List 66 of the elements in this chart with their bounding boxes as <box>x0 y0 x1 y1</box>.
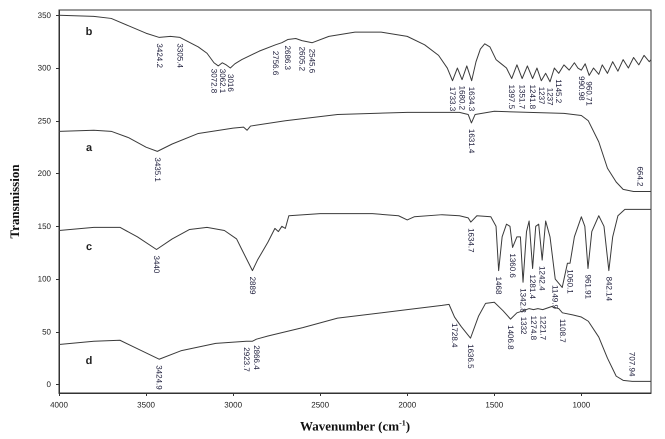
annotation: 2756.6 <box>271 50 280 76</box>
annotation: 1406.8 <box>506 325 516 350</box>
annotation: 1332 <box>519 316 528 336</box>
annotation: 1241.8 <box>528 84 538 110</box>
x-tick-label: 3500 <box>137 400 156 410</box>
y-tick-label: 300 <box>38 64 52 73</box>
annotation: 3062.1 <box>218 68 227 94</box>
annotation: 1274.8 <box>529 316 538 341</box>
annotation: 2889 <box>248 276 257 295</box>
annotation: 1397.5 <box>507 84 516 110</box>
annotation: 1351.7 <box>518 84 527 110</box>
annotation: 2866.4 <box>252 345 261 370</box>
series-label: d <box>86 354 92 367</box>
annotation: 1060.1 <box>566 269 575 294</box>
annotation: 1468 <box>494 276 504 295</box>
y-tick-label: 350 <box>38 10 52 20</box>
y-tick-label: 150 <box>38 222 52 231</box>
annotation: 3072.8 <box>209 68 218 94</box>
annotation: 1108.7 <box>558 318 567 344</box>
y-tick-label: 0 <box>46 380 52 390</box>
annotation: 1281.4 <box>528 274 538 300</box>
annotation: 1145.2 <box>554 79 564 104</box>
annotation: 1634.7 <box>466 228 476 254</box>
annotation: 1237 <box>536 86 546 106</box>
annotation: 1631.4 <box>466 128 476 154</box>
annotation: 1680.2 <box>458 86 467 111</box>
annotation: 2923.7 <box>242 347 251 372</box>
x-tick-label: 3000 <box>224 400 243 410</box>
annotation: 1242.4 <box>538 266 547 292</box>
annotation: 707.94 <box>628 352 637 377</box>
y-tick-label: 200 <box>38 169 52 178</box>
x-tick-label: 2500 <box>311 400 330 410</box>
annotation: 2545.6 <box>308 48 317 74</box>
annotation: 1237 <box>546 88 555 106</box>
series-label: a <box>86 142 93 154</box>
annotation: 960.71 <box>584 81 594 106</box>
annotation: 842.14 <box>604 276 614 302</box>
y-tick-label: 250 <box>38 116 52 126</box>
annotation: 3305.4 <box>175 43 184 68</box>
y-axis-title: Transmission <box>7 164 22 239</box>
annotation: 1360.6 <box>508 253 518 278</box>
y-tick-label: 100 <box>38 274 52 284</box>
annotation: 990.98 <box>576 76 586 102</box>
annotation: 3016 <box>226 74 235 92</box>
annotation: 3440 <box>152 256 162 274</box>
annotation: 3424.9 <box>154 365 164 390</box>
annotation: 1342.8 <box>518 288 528 314</box>
series-label: b <box>86 26 93 38</box>
annotation: 1636.5 <box>466 344 476 370</box>
annotation: 2605.2 <box>297 46 306 72</box>
annotation: 1728.4 <box>450 323 460 348</box>
x-tick-label: 4000 <box>50 400 68 410</box>
annotation: 1149.9 <box>550 285 560 310</box>
x-tick-label: 1000 <box>572 400 591 410</box>
x-tick-label: 2000 <box>398 400 417 410</box>
annotation: 1634.3 <box>467 86 476 112</box>
series-label: c <box>86 241 92 254</box>
y-tick-label: 50 <box>42 327 52 336</box>
x-tick-label: 1500 <box>485 400 504 410</box>
annotation: 1733.3 <box>448 86 458 112</box>
annotation: 664.2 <box>635 166 644 188</box>
annotation: 3435.1 <box>152 157 162 182</box>
annotation: 961.91 <box>583 274 592 300</box>
annotation: 1221.7 <box>538 316 548 341</box>
annotation: 2686.3 <box>283 46 292 71</box>
annotation: 3424.2 <box>154 43 164 68</box>
